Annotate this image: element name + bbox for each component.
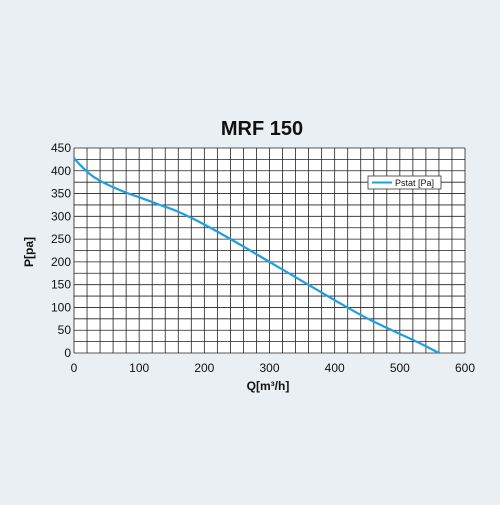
y-axis-label: P[pa] (22, 237, 36, 267)
y-tick-label: 350 (51, 187, 71, 201)
legend: Pstat [Pa] (367, 175, 442, 190)
y-tick-label: 50 (58, 323, 72, 337)
y-tick-label: 450 (51, 141, 71, 155)
y-tick-label: 300 (51, 209, 71, 223)
x-tick-label: 600 (455, 361, 475, 375)
series-group (73, 157, 440, 354)
y-tick-label: 100 (51, 300, 71, 314)
legend-label: Pstat [Pa] (395, 178, 434, 188)
y-tick-label: 400 (51, 164, 71, 178)
x-tick-labels: 0 100 200 300 400 500 600 (71, 361, 476, 375)
y-tick-label: 250 (51, 232, 71, 246)
x-tick-label: 500 (390, 361, 410, 375)
series-line (73, 157, 440, 354)
y-tick-label: 0 (64, 346, 71, 360)
y-tick-label: 200 (51, 255, 71, 269)
y-tick-labels: 0 50 100 150 200 250 300 350 400 450 (51, 141, 71, 360)
grid-lines (73, 147, 466, 354)
x-tick-label: 300 (259, 361, 279, 375)
x-tick-label: 400 (325, 361, 345, 375)
x-axis-label: Q[m³/h] (247, 379, 290, 393)
x-tick-label: 0 (71, 361, 78, 375)
chart-title: MRF 150 (221, 118, 303, 140)
legend-box (367, 175, 442, 190)
y-tick-label: 150 (51, 278, 71, 292)
x-tick-label: 200 (194, 361, 214, 375)
x-tick-label: 100 (129, 361, 149, 375)
